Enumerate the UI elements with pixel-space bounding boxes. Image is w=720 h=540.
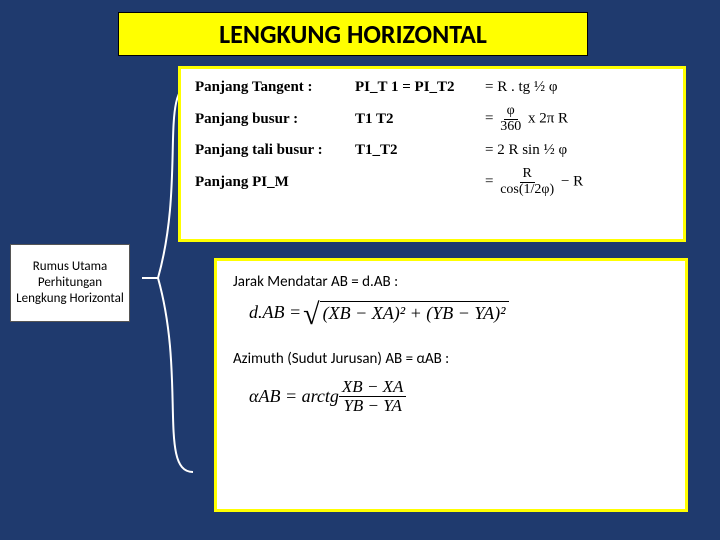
fraction-den: cos(1/2φ) <box>497 183 557 198</box>
fraction-den: YB − YA <box>340 397 404 415</box>
formula-mid: T1 T2 <box>355 111 485 128</box>
fraction: R cos(1/2φ) <box>497 167 557 197</box>
rhs-suffix: − R <box>561 174 583 190</box>
distance-formula: d.AB = √ (XB − XA)² + (YB − YA)² <box>249 301 669 324</box>
slide-title-box: LENGKUNG HORIZONTAL <box>118 12 588 56</box>
fraction: XB − XA YB − YA <box>339 378 407 415</box>
formula-rhs: = R . tg ½ φ <box>485 79 669 96</box>
formula-label: Panjang tali busur : <box>195 142 355 159</box>
azimuth-formula: αAB = arctg XB − XA YB − YA <box>249 378 669 415</box>
fraction-num: XB − XA <box>339 378 407 397</box>
azimuth-lhs: αAB = arctg <box>249 386 339 407</box>
formula-box-top: Panjang Tangent : PI_T 1 = PI_T2 = R . t… <box>178 66 686 242</box>
formula-row: Panjang PI_M = R cos(1/2φ) − R <box>195 167 669 197</box>
rhs-suffix: x 2π R <box>528 111 568 127</box>
formula-row: Panjang tali busur : T1_T2 = 2 R sin ½ φ <box>195 142 669 159</box>
formula-mid: PI_T 1 = PI_T2 <box>355 79 485 96</box>
sqrt-icon: √ <box>303 304 319 327</box>
fraction: φ 360 <box>497 104 524 134</box>
formula-row: Panjang Tangent : PI_T 1 = PI_T2 = R . t… <box>195 79 669 96</box>
formula-label: Panjang busur : <box>195 111 355 128</box>
formula-label: Panjang PI_M <box>195 174 355 191</box>
formula-rhs: = R cos(1/2φ) − R <box>485 167 669 197</box>
distance-lhs: d.AB = <box>249 302 301 323</box>
formula-label: Panjang Tangent : <box>195 79 355 96</box>
rhs-prefix: = <box>485 111 497 127</box>
fraction-num: φ <box>504 104 518 120</box>
formula-rhs: = φ 360 x 2π R <box>485 104 669 134</box>
azimuth-heading: Azimuth (Sudut Jurusan) AB = αAB : <box>233 350 669 368</box>
formula-mid: T1_T2 <box>355 142 485 159</box>
formula-box-bottom: Jarak Mendatar AB = d.AB : d.AB = √ (XB … <box>214 258 688 512</box>
slide-title: LENGKUNG HORIZONTAL <box>219 18 487 50</box>
side-label-box: Rumus Utama Perhitungan Lengkung Horizon… <box>10 244 130 322</box>
sqrt-body: (XB − XA)² + (YB − YA)² <box>320 301 509 324</box>
formula-rhs: = 2 R sin ½ φ <box>485 142 669 159</box>
side-label: Rumus Utama Perhitungan Lengkung Horizon… <box>15 259 125 308</box>
rhs-prefix: = <box>485 174 497 190</box>
square-root: √ (XB − XA)² + (YB − YA)² <box>303 301 508 324</box>
fraction-num: R <box>520 167 535 183</box>
distance-heading: Jarak Mendatar AB = d.AB : <box>233 273 669 291</box>
fraction-den: 360 <box>497 120 524 135</box>
formula-row: Panjang busur : T1 T2 = φ 360 x 2π R <box>195 104 669 134</box>
